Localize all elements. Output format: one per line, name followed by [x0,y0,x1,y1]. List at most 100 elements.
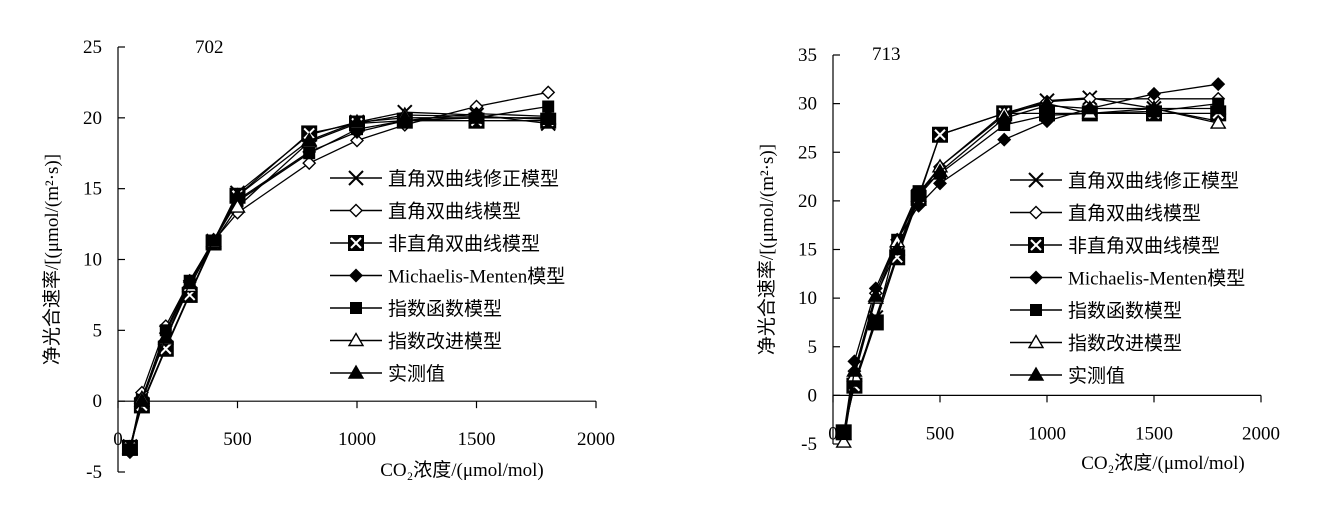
legend-marker [1030,304,1042,316]
legend-label: 非直角双曲线模型 [1068,235,1220,257]
legend-marker [1029,270,1043,285]
y-tick-label: 25 [798,142,817,163]
chart-title: 713 [872,44,901,65]
legend-label: 指数函数模型 [1068,300,1182,322]
data-point [835,433,852,448]
data-point [1147,86,1161,101]
legend-item: 指数函数模型 [1010,300,1182,322]
legend-marker [347,364,365,379]
legend-item: 非直角双曲线模型 [1010,235,1220,257]
legend-item: 非直角双曲线模型 [330,233,540,255]
y-tick-label: 15 [83,179,102,200]
legend-marker [1027,366,1045,381]
x-tick-label: 2000 [577,429,615,450]
legend-label: 指数改进模型 [1068,333,1182,355]
legend-item: 指数改进模型 [1010,333,1182,355]
legend-label: 直角双曲线修正模型 [1068,170,1239,192]
x-tick-label: 0 [113,429,123,450]
x-tick-label: 0 [828,423,838,444]
data-point [303,147,316,160]
series-2 [836,91,1226,442]
y-tick-label: 35 [798,45,817,66]
legend-marker [1029,205,1043,220]
data-point [1209,100,1227,115]
data-point [1145,100,1163,115]
x-axis-label: CO₂浓度/(μmol/mol) [380,459,544,481]
legend-label: 指数改进模型 [388,331,502,353]
x-tick-label: 2000 [1242,423,1280,444]
legend-marker [347,332,365,347]
data-point [181,275,198,290]
data-point [888,241,906,256]
legend-label: Michaelis-Menten模型 [388,266,565,288]
data-point [229,198,246,213]
data-point [998,119,1011,132]
y-tick-label: 0 [808,385,818,406]
legend-item: 直角双曲线模型 [330,201,521,223]
legend-marker [349,268,363,283]
data-point [468,109,485,124]
y-tick-label: 25 [83,37,102,58]
legend-label: 非直角双曲线模型 [388,233,540,255]
x-tick-label: 500 [926,423,955,444]
legend-label: Michaelis-Menten模型 [1068,268,1245,290]
series-7 [835,97,1227,440]
legend-item: Michaelis-Menten模型 [330,266,565,288]
legend-marker [348,170,364,186]
x-tick-label: 1000 [338,429,376,450]
legend-label: 实测值 [388,363,445,385]
data-point [121,440,139,456]
legend-marker [1028,237,1044,253]
data-point [997,132,1012,147]
data-point [541,85,556,100]
y-tick-label: -5 [801,434,817,455]
x-tick-label: 500 [223,429,252,450]
data-point [869,316,882,329]
x-tick-label: 1500 [1135,423,1173,444]
legend-marker [1028,172,1044,188]
data-point [910,187,927,202]
legend-marker [1027,334,1045,349]
data-point [932,126,948,143]
data-point [867,287,885,302]
legend-item: 实测值 [1010,365,1125,387]
data-point [300,132,318,147]
data-point [229,187,246,202]
data-point [835,425,852,440]
data-point [205,232,222,247]
y-tick-label: 5 [93,320,103,341]
y-tick-label: 20 [798,191,817,212]
data-point [302,156,317,171]
chart-702: -5 0 5 10 15 20 25 0 500 1000 1500 2000 702 净光合速率/[(μ… [41,37,615,483]
y-tick-label: 15 [798,240,817,261]
legend-marker [350,302,362,314]
data-point [1041,109,1053,122]
legend-item: Michaelis-Menten模型 [1010,268,1245,290]
x-axis-label: CO₂浓度/(μmol/mol) [1081,452,1245,474]
legend-item: 实测值 [330,363,445,385]
y-axis-label: 净光合速率/[(μmol/(m²·s)] [41,154,63,365]
y-tick-label: 10 [83,250,102,271]
legend-item: 直角双曲线模型 [1010,203,1201,225]
x-tick-label: 1000 [1028,423,1066,444]
data-point [846,362,863,377]
data-point [1209,114,1227,129]
data-point [933,176,947,191]
y-tick-label: -5 [86,462,102,483]
legend-item: 指数改进模型 [330,331,502,353]
y-tick-label: 30 [798,94,817,115]
legend-label: 直角双曲线修正模型 [388,168,559,190]
data-point [350,133,364,148]
data-point [348,113,366,128]
chart-713: -5 0 5 10 15 20 25 30 35 0 500 1000 1500 2000 713 净光合速率… [756,44,1280,474]
data-point [133,392,151,407]
legend-label: 实测值 [1068,365,1125,387]
data-point [1211,77,1226,92]
data-point [396,109,414,124]
y-tick-label: 5 [808,337,818,358]
legend-item: 直角双曲线修正模型 [330,168,559,190]
legend-marker [348,235,364,251]
data-point [931,163,949,178]
